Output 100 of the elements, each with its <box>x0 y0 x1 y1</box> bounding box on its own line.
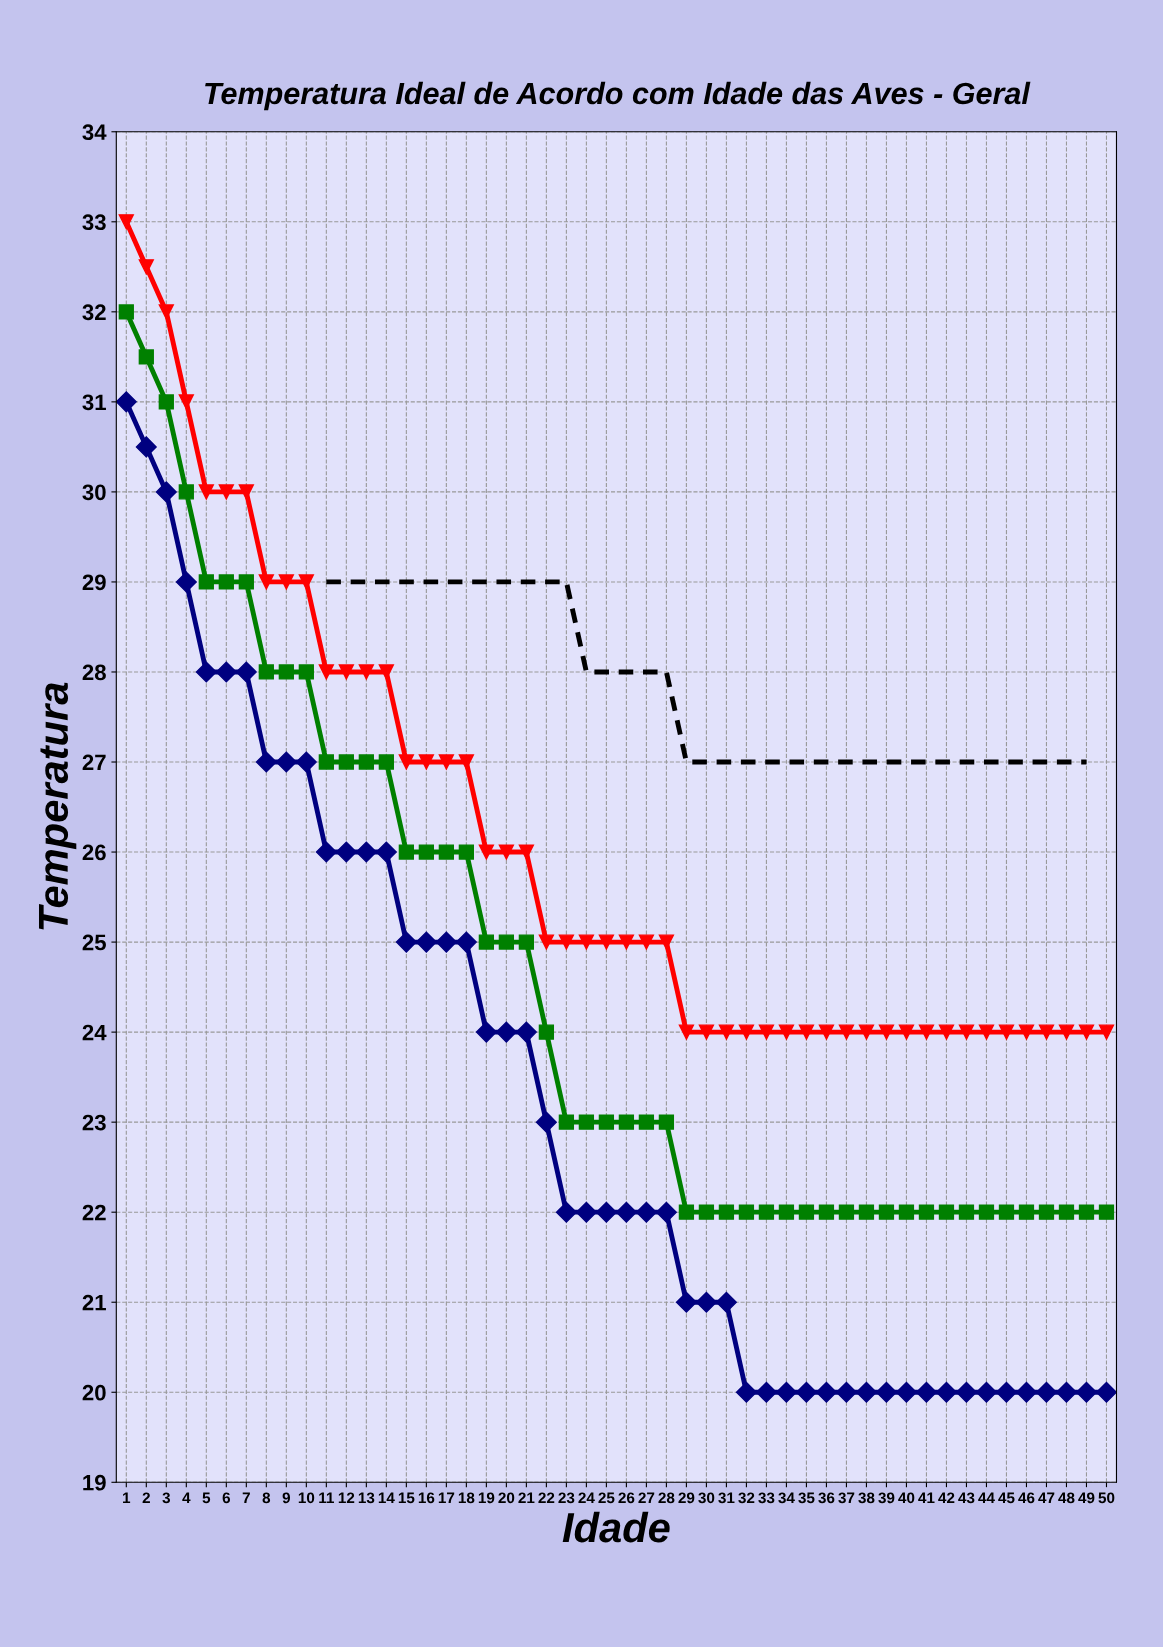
point <box>1018 1204 1035 1220</box>
point <box>478 934 495 950</box>
x-tick-label: 29 <box>678 1492 695 1504</box>
point <box>355 841 377 863</box>
point <box>718 1024 735 1040</box>
x-tick-label: 10 <box>298 1492 315 1504</box>
x-tick-label: 14 <box>378 1492 395 1504</box>
point <box>1018 1024 1035 1040</box>
x-tick-label: 5 <box>202 1492 211 1504</box>
point <box>298 664 314 680</box>
point <box>635 1201 657 1223</box>
y-axis-title: Temperatura <box>39 682 77 930</box>
point <box>278 664 294 680</box>
point <box>775 1381 797 1403</box>
point <box>118 304 134 320</box>
x-tick-label: 20 <box>498 1492 515 1504</box>
y-tick-label: 27 <box>82 754 106 771</box>
x-tick-label: 32 <box>738 1492 755 1504</box>
point <box>498 844 515 860</box>
point <box>358 664 374 680</box>
x-tick-label: 21 <box>518 1492 535 1504</box>
x-tick-label: 34 <box>778 1492 795 1504</box>
point <box>198 484 214 500</box>
point <box>978 1204 995 1220</box>
y-tick-label: 30 <box>82 484 106 501</box>
y-tick-label: 24 <box>82 1024 107 1041</box>
x-tick-label: 2 <box>142 1492 150 1504</box>
point <box>378 754 394 770</box>
point <box>838 1024 855 1040</box>
point <box>555 1201 577 1223</box>
point <box>518 934 535 950</box>
point <box>158 304 174 320</box>
point <box>398 754 414 770</box>
chart-title: Temperatura Ideal de Acordo com Idade das Aves - Geral <box>205 81 1031 111</box>
point <box>155 481 177 503</box>
point <box>278 574 294 590</box>
point <box>378 664 394 680</box>
y-tick-label: 29 <box>82 574 106 591</box>
point <box>638 934 655 950</box>
x-tick-label: 39 <box>878 1492 895 1504</box>
point <box>175 571 197 593</box>
point <box>858 1024 875 1040</box>
point <box>698 1204 715 1220</box>
x-tick-label: 25 <box>598 1492 615 1504</box>
point <box>558 934 575 950</box>
point <box>818 1024 835 1040</box>
point <box>618 1114 635 1130</box>
x-tick-label: 47 <box>1038 1492 1055 1504</box>
point <box>835 1381 857 1403</box>
y-tick-label: 23 <box>82 1114 106 1131</box>
x-tick-label: 45 <box>998 1492 1015 1504</box>
x-tick-label: 48 <box>1058 1492 1075 1504</box>
point <box>958 1024 975 1040</box>
x-tick-label: 30 <box>698 1492 715 1504</box>
point <box>435 931 457 953</box>
point <box>395 931 417 953</box>
point <box>215 661 237 683</box>
point <box>358 754 374 770</box>
y-tick-label: 28 <box>82 664 106 681</box>
y-tick-label: 21 <box>82 1294 106 1311</box>
point <box>1078 1024 1095 1040</box>
point <box>178 394 194 410</box>
point <box>475 1021 497 1043</box>
x-tick-label: 44 <box>978 1492 995 1504</box>
point <box>1055 1381 1077 1403</box>
point <box>778 1204 795 1220</box>
point <box>238 484 254 500</box>
point <box>898 1204 915 1220</box>
point <box>938 1204 955 1220</box>
point <box>678 1204 695 1220</box>
point <box>778 1024 795 1040</box>
point <box>1098 1024 1115 1040</box>
point <box>575 1201 597 1223</box>
point <box>958 1204 975 1220</box>
x-tick-label: 9 <box>282 1492 291 1504</box>
x-tick-label: 6 <box>222 1492 231 1504</box>
x-tick-label: 3 <box>162 1492 171 1504</box>
point <box>1015 1381 1037 1403</box>
point <box>295 751 317 773</box>
y-tick-label: 20 <box>82 1384 106 1401</box>
x-tick-label: 27 <box>638 1492 655 1504</box>
point <box>218 484 234 500</box>
point <box>818 1204 835 1220</box>
point <box>438 844 454 860</box>
point <box>135 436 157 458</box>
point <box>955 1381 977 1403</box>
point <box>878 1024 895 1040</box>
point <box>735 1381 757 1403</box>
point <box>995 1381 1017 1403</box>
point <box>538 934 555 950</box>
point <box>315 841 337 863</box>
point <box>238 574 254 590</box>
point <box>275 751 297 773</box>
x-tick-label: 16 <box>418 1492 435 1504</box>
y-tick-label: 34 <box>82 124 107 141</box>
point <box>615 1201 637 1223</box>
point <box>338 754 354 770</box>
point <box>1095 1381 1117 1403</box>
point <box>1035 1381 1057 1403</box>
x-tick-label: 49 <box>1078 1492 1095 1504</box>
